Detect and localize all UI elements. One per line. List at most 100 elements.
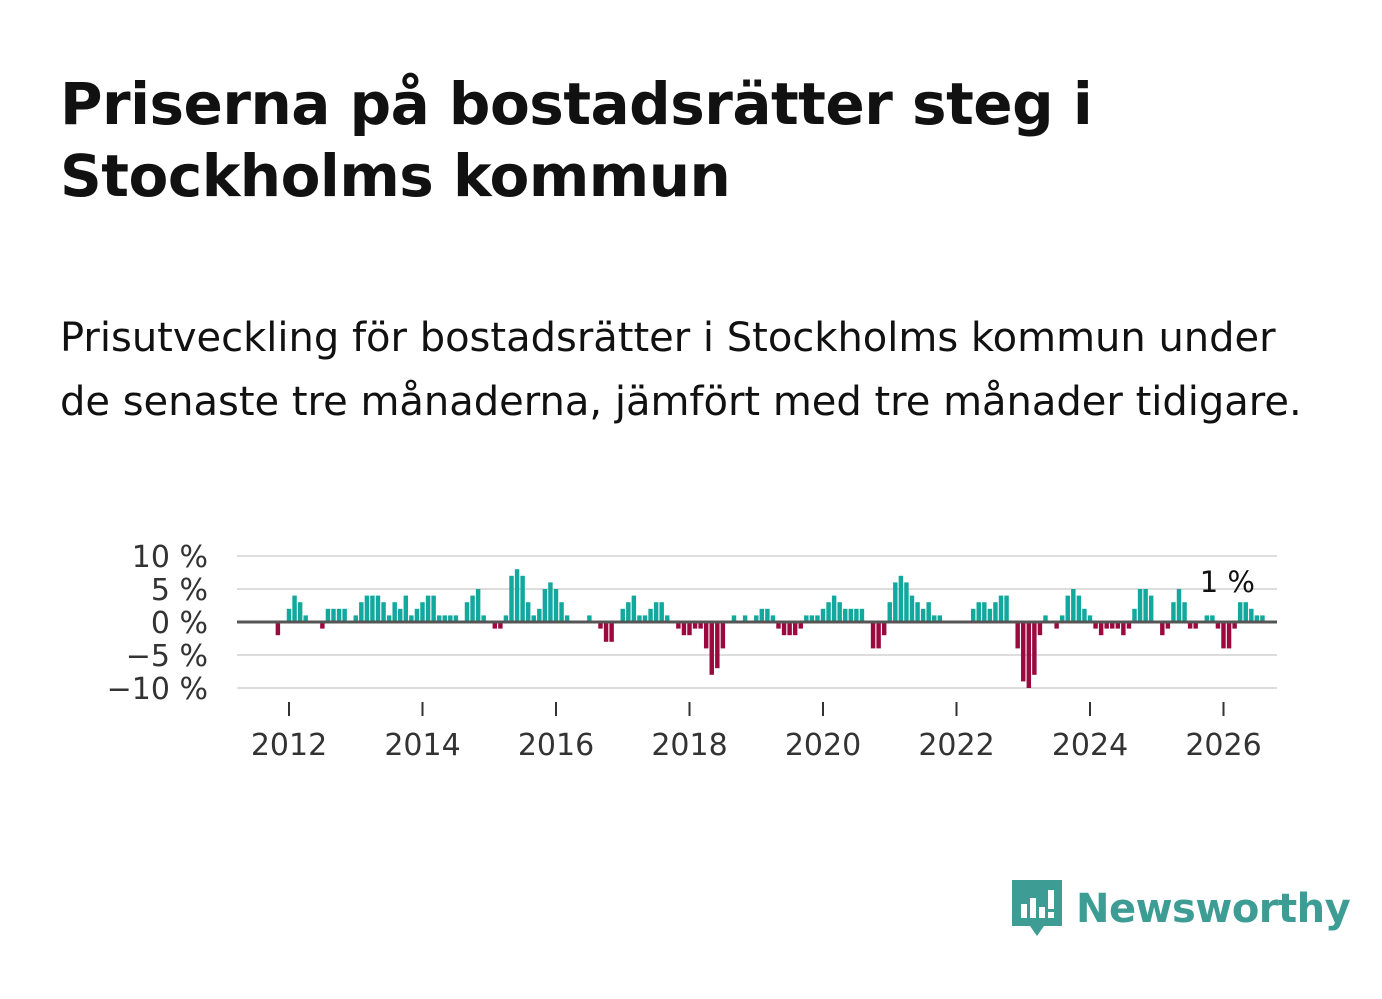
bar [531, 615, 536, 622]
bar [970, 608, 976, 622]
bar [976, 602, 981, 622]
bar [492, 622, 498, 629]
bar [520, 575, 525, 622]
x-tick-label: 2016 [518, 728, 594, 763]
bar [1232, 622, 1237, 629]
bar [698, 622, 703, 629]
bar [787, 622, 792, 636]
bar [503, 615, 509, 622]
bar [420, 602, 425, 622]
bar [370, 595, 375, 622]
bar [386, 615, 392, 622]
bar [409, 615, 414, 622]
bar [1115, 622, 1121, 629]
bar [359, 602, 364, 622]
bar [525, 602, 531, 622]
bar [275, 622, 281, 636]
bar [498, 622, 503, 629]
bar [1032, 622, 1037, 675]
x-tick-label: 2022 [918, 728, 994, 763]
bar [776, 622, 781, 629]
x-tick-label: 2026 [1185, 728, 1261, 763]
bar [1037, 622, 1043, 636]
bar [920, 608, 926, 622]
bar [742, 615, 748, 622]
bar [609, 622, 614, 642]
bar [1110, 622, 1115, 629]
bar [926, 602, 931, 622]
bar [537, 608, 542, 622]
bar [1132, 608, 1137, 622]
y-axis-labels: 10 %5 %0 %−5 %−10 % [107, 540, 208, 707]
bar [792, 622, 798, 636]
bar [982, 602, 987, 622]
bar [1187, 622, 1193, 629]
bar [837, 602, 842, 622]
bar [1260, 615, 1265, 622]
bar [453, 615, 459, 622]
bar [870, 622, 876, 649]
bar [1210, 615, 1215, 622]
bar [1143, 589, 1148, 622]
bar [436, 615, 442, 622]
bar [692, 622, 698, 629]
bar [481, 615, 486, 622]
bar [1043, 615, 1048, 622]
y-tick-label: −5 % [126, 639, 208, 674]
bar [414, 608, 420, 622]
chart-subtitle: Prisutveckling för bostadsrätter i Stock… [60, 315, 1302, 425]
bar [1148, 595, 1154, 622]
bar [848, 608, 854, 622]
newsworthy-logo-icon [1012, 880, 1062, 936]
bar [843, 608, 848, 622]
bar [898, 575, 904, 622]
bar [1237, 602, 1243, 622]
bar [820, 608, 826, 622]
bar [881, 622, 887, 636]
y-tick-label: 0 % [151, 606, 208, 641]
bar [542, 589, 548, 622]
x-tick-label: 2018 [651, 728, 727, 763]
bar [665, 615, 670, 622]
bar [1087, 615, 1093, 622]
bar [364, 595, 370, 622]
chart-title: Priserna på bostadsrätter steg i Stockho… [60, 70, 1093, 210]
bar [1160, 622, 1165, 636]
bar [876, 622, 881, 649]
bar [398, 608, 403, 622]
bar [564, 615, 570, 622]
bar [620, 608, 625, 622]
x-axis: 2012 2014 2016 2018 2020 2022 2024 2026 [251, 702, 1262, 763]
bar [342, 608, 347, 622]
bars [275, 569, 1265, 688]
bar [303, 615, 308, 622]
x-tick-label: 2024 [1052, 728, 1128, 763]
bar [286, 608, 292, 622]
bar [559, 602, 564, 622]
bar [325, 608, 331, 622]
bar [759, 608, 765, 622]
bar [937, 615, 943, 622]
bar [781, 622, 787, 636]
bar [425, 595, 431, 622]
y-tick-label: 10 % [132, 540, 208, 575]
bar [431, 595, 436, 622]
bar [993, 602, 998, 622]
bar [909, 595, 915, 622]
bar [1082, 608, 1087, 622]
bar [392, 602, 397, 622]
bar [548, 582, 553, 622]
bar [637, 615, 642, 622]
bar [403, 595, 409, 622]
bar [1121, 622, 1126, 636]
bar [626, 602, 631, 622]
bar [887, 602, 892, 622]
bar [587, 615, 592, 622]
bar [353, 615, 358, 622]
bar [320, 622, 325, 629]
bar [1249, 608, 1254, 622]
bar [648, 608, 653, 622]
brand-name: Newsworthy [1076, 886, 1351, 932]
bar [631, 595, 637, 622]
bar [598, 622, 603, 629]
